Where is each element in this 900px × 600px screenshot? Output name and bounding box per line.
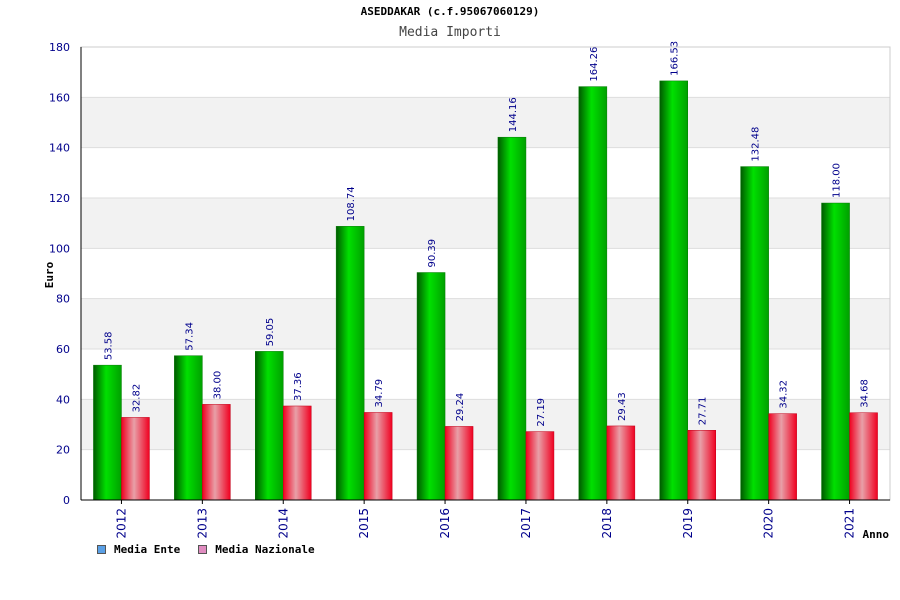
bar-value-label: 132.48	[751, 127, 762, 162]
bar-value-label: 118.00	[832, 163, 843, 198]
chart-title: ASEDDAKAR (c.f.95067060129)	[360, 5, 540, 18]
bar-value-label: 34.32	[779, 380, 790, 409]
bar-value-label: 34.68	[860, 379, 871, 408]
bar-value-label: 37.36	[293, 372, 304, 401]
bar-value-label: 59.05	[265, 318, 276, 347]
y-tick-label: 20	[56, 444, 70, 457]
bar-value-label: 57.34	[184, 322, 195, 351]
legend-swatch-nazionale	[198, 545, 208, 554]
bar-media-nazionale	[525, 431, 555, 501]
bar-media-nazionale	[849, 412, 878, 501]
bar-value-label: 29.24	[455, 393, 466, 422]
y-tick-label: 100	[49, 242, 70, 255]
legend-item-nazionale: Media Nazionale	[198, 543, 315, 556]
grid-band	[81, 47, 890, 98]
bar-value-label: 53.58	[103, 332, 114, 361]
x-tick-label: 2016	[438, 508, 452, 539]
grid-band	[81, 97, 890, 148]
y-tick-label: 120	[49, 192, 70, 205]
x-axis-label: Anno	[863, 528, 890, 541]
bar-value-label: 34.79	[374, 379, 385, 408]
bar-value-label: 166.53	[670, 41, 681, 76]
legend: Media Ente Media Nazionale	[97, 543, 315, 556]
legend-swatch-ente	[97, 545, 106, 554]
bar-media-ente	[821, 202, 850, 501]
legend-item-ente: Media Ente	[97, 543, 180, 556]
x-tick-label: 2021	[843, 508, 857, 539]
x-tick-label: 2015	[357, 508, 371, 539]
bar-media-ente	[93, 364, 122, 501]
x-tick-label: 2020	[762, 508, 776, 539]
bar-media-nazionale	[687, 430, 716, 501]
bar-value-label: 27.19	[536, 398, 547, 427]
x-tick-label: 2017	[519, 508, 533, 539]
y-tick-label: 140	[49, 142, 70, 155]
x-tick-label: 2014	[276, 508, 290, 539]
bar-media-ente	[255, 351, 284, 501]
y-tick-label: 40	[56, 393, 70, 406]
bar-media-nazionale	[202, 404, 231, 501]
y-tick-label: 80	[56, 293, 70, 306]
bar-media-ente	[174, 355, 203, 501]
x-tick-label: 2012	[114, 508, 128, 539]
bar-media-ente	[659, 80, 688, 501]
x-tick-label: 2019	[681, 508, 695, 539]
bar-media-ente	[497, 136, 527, 501]
bar-media-ente	[740, 166, 769, 501]
bar-value-label: 144.16	[508, 97, 519, 132]
y-tick-label: 160	[49, 91, 70, 104]
bar-media-ente	[578, 86, 608, 501]
bar-value-label: 29.43	[617, 392, 628, 421]
x-tick-label: 2013	[195, 508, 209, 539]
y-tick-label: 0	[63, 494, 70, 507]
bar-value-label: 32.82	[131, 384, 142, 413]
bar-media-nazionale	[444, 426, 474, 501]
chart-subtitle: Media Importi	[399, 25, 501, 40]
bar-media-ente	[335, 226, 365, 501]
bar-media-nazionale	[768, 413, 797, 501]
bar-media-nazionale	[121, 417, 150, 501]
bar-value-label: 164.26	[589, 47, 600, 82]
y-axis-label: Euro	[43, 261, 56, 288]
bar-media-nazionale	[283, 405, 312, 501]
x-tick-label: 2018	[600, 508, 614, 539]
bar-value-label: 108.74	[346, 186, 357, 221]
bar-value-label: 38.00	[212, 371, 223, 400]
y-tick-label: 60	[56, 343, 70, 356]
bar-value-label: 27.71	[698, 397, 709, 426]
bar-value-label: 90.39	[427, 239, 438, 268]
bar-media-ente	[416, 272, 446, 501]
bar-media-nazionale	[606, 425, 636, 501]
legend-label-nazionale: Media Nazionale	[215, 543, 315, 556]
y-tick-label: 180	[49, 41, 70, 54]
legend-label-ente: Media Ente	[114, 543, 181, 556]
bar-media-nazionale	[363, 412, 393, 501]
